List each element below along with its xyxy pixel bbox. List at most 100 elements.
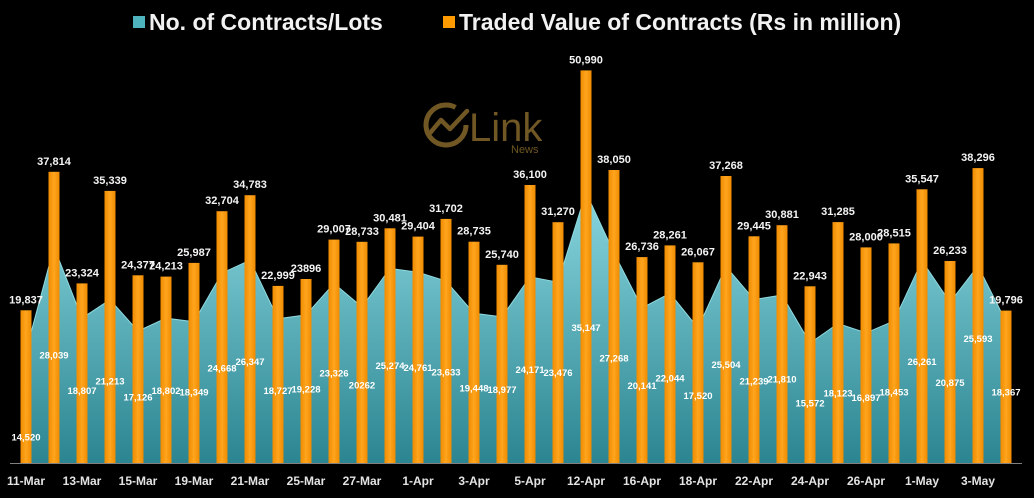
x-tick-label: 18-Apr (679, 474, 717, 488)
traded-value-bar (1000, 310, 1012, 463)
traded-value-label: 38,050 (597, 154, 631, 166)
traded-value-bar (636, 257, 648, 463)
contracts-label: 18,453 (879, 387, 908, 398)
traded-value-label: 30,881 (765, 209, 799, 221)
traded-value-bar (580, 70, 592, 464)
x-tick-label: 13-Mar (63, 474, 102, 488)
x-axis-tick-labels: 11-Mar 13-Mar 15-Mar 19-Mar 21-Mar 25-Mar 27-M… (7, 474, 995, 488)
x-tick-label: 21-Mar (231, 474, 270, 488)
traded-value-label: 30,481 (373, 212, 407, 224)
x-tick-label: 3-May (961, 474, 995, 488)
traded-value-bar (916, 189, 928, 464)
traded-value-label: 50,990 (569, 54, 603, 66)
traded-value-label: 28,733 (345, 226, 379, 238)
traded-value-bar (76, 283, 88, 463)
traded-value-bar (384, 228, 396, 463)
traded-value-label: 34,783 (233, 179, 267, 191)
legend-item-contracts: No. of Contracts/Lots (133, 8, 383, 36)
traded-value-label: 26,233 (933, 245, 967, 257)
contracts-label: 21,810 (767, 374, 796, 385)
contracts-label: 18,349 (179, 388, 208, 399)
traded-value-label: 24,213 (149, 261, 183, 273)
traded-value-bar (524, 185, 536, 463)
contracts-label: 25,504 (711, 360, 741, 371)
traded-value-bar (972, 168, 984, 463)
traded-value-bar (888, 243, 900, 463)
traded-value-label: 22,999 (261, 270, 295, 282)
logo-text: Link (469, 106, 543, 150)
traded-value-label: 28,515 (877, 227, 911, 239)
traded-value-label: 35,339 (93, 175, 127, 187)
traded-value-label: 31,270 (541, 206, 575, 218)
traded-value-bar (692, 262, 704, 463)
traded-value-label: 19,796 (989, 295, 1023, 307)
traded-value-bar (468, 241, 480, 463)
logo-chart-line-icon (427, 108, 470, 136)
traded-value-label: 37,814 (37, 156, 72, 168)
contracts-label: 20,875 (935, 378, 965, 389)
traded-value-bar (132, 275, 144, 463)
x-tick-label: 5-Apr (514, 474, 546, 488)
traded-value-bar (188, 262, 200, 463)
contracts-label: 18,977 (487, 385, 516, 396)
traded-value-label: 31,702 (429, 203, 463, 215)
traded-value-bar (20, 310, 32, 463)
traded-value-label: 31,285 (821, 206, 855, 218)
contracts-label: 25,274 (375, 361, 405, 372)
contracts-label: 26,347 (235, 357, 264, 368)
legend-item-traded-value: Traded Value of Contracts (Rs in million… (443, 8, 901, 36)
legend-swatch-contracts (133, 16, 145, 28)
traded-value-label: 38,296 (961, 152, 995, 164)
contracts-label: 18,807 (67, 386, 96, 397)
contracts-label: 19,228 (291, 384, 320, 395)
traded-value-bar (748, 236, 760, 463)
contracts-label: 18,727 (263, 386, 292, 397)
traded-value-label: 23896 (291, 263, 322, 275)
contracts-label: 20,141 (627, 381, 657, 392)
contracts-label: 14,520 (11, 432, 40, 443)
traded-value-bar (944, 261, 956, 463)
contracts-label: 24,171 (515, 365, 545, 376)
contracts-label: 17,126 (123, 392, 152, 403)
legend-swatch-traded-value (443, 16, 455, 28)
traded-value-bar (160, 276, 172, 463)
traded-value-bar (412, 236, 424, 463)
traded-value-bar (356, 241, 368, 463)
contracts-label: 24,761 (403, 363, 433, 374)
contracts-label: 15,572 (795, 398, 824, 409)
traded-value-bar (300, 279, 312, 463)
traded-value-bar (104, 190, 116, 463)
traded-value-bar (216, 211, 228, 463)
contracts-label: 18,802 (151, 386, 180, 397)
traded-value-label: 28,735 (457, 226, 491, 238)
contracts-label: 22,044 (655, 373, 685, 384)
x-tick-label: 12-Apr (567, 474, 605, 488)
contracts-label: 28,039 (39, 350, 68, 361)
traded-value-bar-series (20, 70, 1012, 464)
x-tick-label: 27-Mar (343, 474, 382, 488)
contracts-label: 24,668 (207, 363, 236, 374)
x-tick-label: 19-Mar (175, 474, 214, 488)
traded-value-bar (272, 285, 284, 463)
traded-value-bar (664, 245, 676, 463)
contracts-label: 21,239 (739, 377, 768, 388)
traded-value-label: 22,943 (793, 270, 827, 282)
contracts-label: 35,147 (571, 323, 600, 334)
traded-value-label: 28,000 (849, 231, 883, 243)
contracts-label: 19,448 (459, 383, 488, 394)
traded-value-bar (496, 264, 508, 463)
contracts-label: 21,213 (95, 377, 124, 388)
legend: No. of Contracts/Lots Traded Value of Co… (0, 0, 1034, 40)
contracts-label: 23,326 (319, 369, 348, 380)
traded-value-bar (440, 218, 452, 463)
legend-label-traded-value: Traded Value of Contracts (Rs in million… (459, 9, 902, 35)
x-tick-label: 16-Apr (623, 474, 661, 488)
traded-value-label: 25,740 (485, 249, 519, 261)
contracts-label: 25,593 (963, 334, 992, 345)
traded-value-label: 29,007 (317, 224, 351, 236)
traded-value-bar (608, 170, 620, 463)
traded-value-label: 26,067 (681, 246, 715, 258)
traded-value-bar (860, 247, 872, 463)
